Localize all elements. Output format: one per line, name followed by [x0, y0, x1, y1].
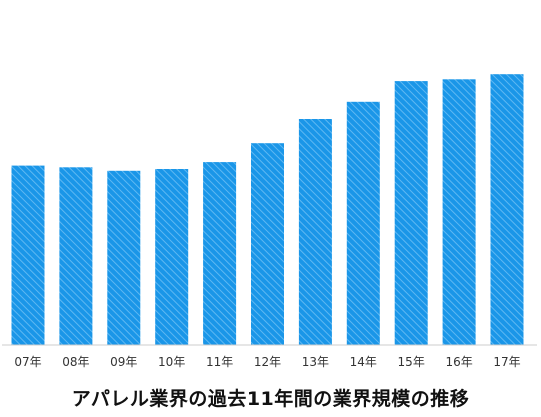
bar-17年: [490, 74, 524, 345]
bar-07年: [11, 165, 45, 345]
x-tick-label: 14年: [350, 355, 377, 369]
x-tick-label: 08年: [62, 355, 89, 369]
chart-title: アパレル業界の過去11年間の業界規模の推移: [71, 388, 470, 410]
x-tick-label: 07年: [14, 355, 41, 369]
x-tick-label: 12年: [254, 355, 281, 369]
bar-12年: [251, 143, 284, 345]
x-tick-label: 15年: [398, 355, 425, 369]
bar-10年: [155, 169, 189, 345]
bar-13年: [298, 119, 332, 345]
bar-16年: [442, 79, 476, 346]
x-tick-label: 10年: [158, 355, 185, 369]
x-tick-label: 13年: [302, 355, 329, 369]
bars-group: [11, 74, 524, 346]
bar-08年: [59, 167, 93, 345]
x-tick-label: 11年: [206, 355, 233, 369]
bar-11年: [203, 162, 237, 345]
x-tick-labels: 07年 08年 09年 10年 11年 12年 13年 14年 15年 16年 17年: [14, 355, 520, 369]
bar-14年: [346, 101, 380, 345]
x-tick-label: 16年: [445, 355, 472, 369]
bar-15年: [394, 81, 428, 345]
bar-09年: [107, 170, 141, 345]
x-tick-label: 09年: [110, 355, 137, 369]
x-tick-label: 17年: [493, 355, 520, 369]
